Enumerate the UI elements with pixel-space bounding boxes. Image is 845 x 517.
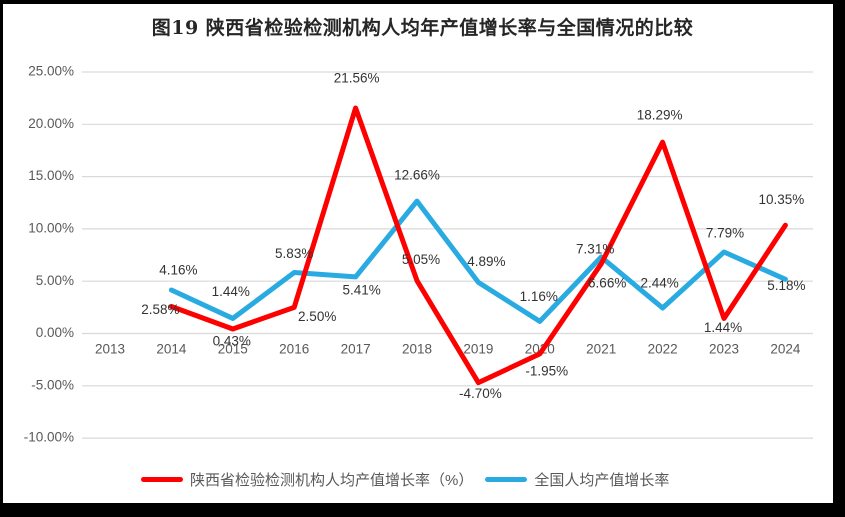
series-national-data-label: 2.44% — [640, 276, 678, 291]
y-tick-label: 0.00% — [36, 325, 74, 340]
series-national-data-label: 5.41% — [342, 282, 380, 297]
series-national-data-label: 7.31% — [576, 242, 614, 257]
x-tick-label: 2015 — [218, 342, 248, 357]
series-national-data-label: 7.79% — [706, 226, 744, 241]
blue-line-swatch-icon — [485, 477, 528, 482]
series-shaanxi-data-label: -1.95% — [525, 363, 568, 378]
chart-title: 图19 陕西省检验检测机构人均年产值增长率与全国情况的比较 — [151, 17, 694, 39]
x-tick-label: 2024 — [770, 342, 801, 357]
series-national-data-label: 5.18% — [767, 278, 805, 293]
x-tick-label: 2013 — [95, 342, 125, 357]
chart-canvas — [3, 4, 833, 503]
series-national-data-label: 12.66% — [394, 168, 440, 183]
x-tick-label: 2023 — [709, 342, 739, 357]
y-tick-label: 20.00% — [28, 116, 74, 131]
series-shaanxi-data-label: 1.44% — [704, 320, 742, 335]
series-national-data-label: 5.83% — [275, 246, 313, 261]
series-shaanxi-data-label: 21.56% — [334, 71, 380, 86]
series-shaanxi-data-label: 0.43% — [213, 334, 251, 349]
legend-item-national: 全国人均产值增长率 — [485, 469, 669, 490]
x-tick-label: 2021 — [586, 342, 616, 357]
x-tick-label: 2019 — [463, 342, 493, 357]
x-tick-label: 2016 — [279, 342, 309, 357]
chart-legend: 陕西省检验检测机构人均产值增长率（%） 全国人均产值增长率 — [141, 469, 669, 490]
series-national-line — [168, 198, 788, 324]
series-national-data-label: 1.44% — [212, 284, 250, 299]
y-tick-label: 25.00% — [28, 64, 74, 79]
series-shaanxi-data-label: 18.29% — [637, 108, 683, 123]
x-tick-label: 2022 — [648, 342, 678, 357]
series-shaanxi-data-label: -4.70% — [459, 386, 502, 401]
red-line-swatch-icon — [141, 477, 183, 482]
series-shaanxi-data-label: 2.58% — [141, 302, 179, 317]
series-national-data-label: 4.16% — [159, 263, 197, 278]
y-tick-label: 5.00% — [36, 273, 74, 288]
x-tick-label: 2017 — [341, 342, 371, 357]
series-shaanxi-data-label: 2.50% — [298, 309, 336, 324]
series-shaanxi-data-label: 5.05% — [402, 252, 440, 267]
y-tick-label: -10.00% — [24, 430, 74, 445]
y-tick-label: -5.00% — [31, 377, 74, 392]
series-shaanxi-data-label: 6.66% — [588, 275, 626, 290]
series-national-data-label: 1.16% — [520, 289, 558, 304]
x-tick-label: 2018 — [402, 342, 432, 357]
legend-label-national: 全国人均产值增长率 — [534, 472, 670, 489]
legend-label-shaanxi: 陕西省检验检测机构人均产值增长率（%） — [190, 472, 474, 489]
y-tick-label: 10.00% — [28, 220, 74, 235]
series-shaanxi-line — [168, 105, 788, 386]
y-tick-label: 15.00% — [28, 168, 74, 183]
x-tick-label: 2014 — [156, 342, 187, 357]
series-national-data-label: 4.89% — [467, 254, 505, 269]
legend-item-shaanxi: 陕西省检验检测机构人均产值增长率（%） — [141, 469, 473, 490]
series-shaanxi-data-label: 10.35% — [759, 192, 805, 207]
